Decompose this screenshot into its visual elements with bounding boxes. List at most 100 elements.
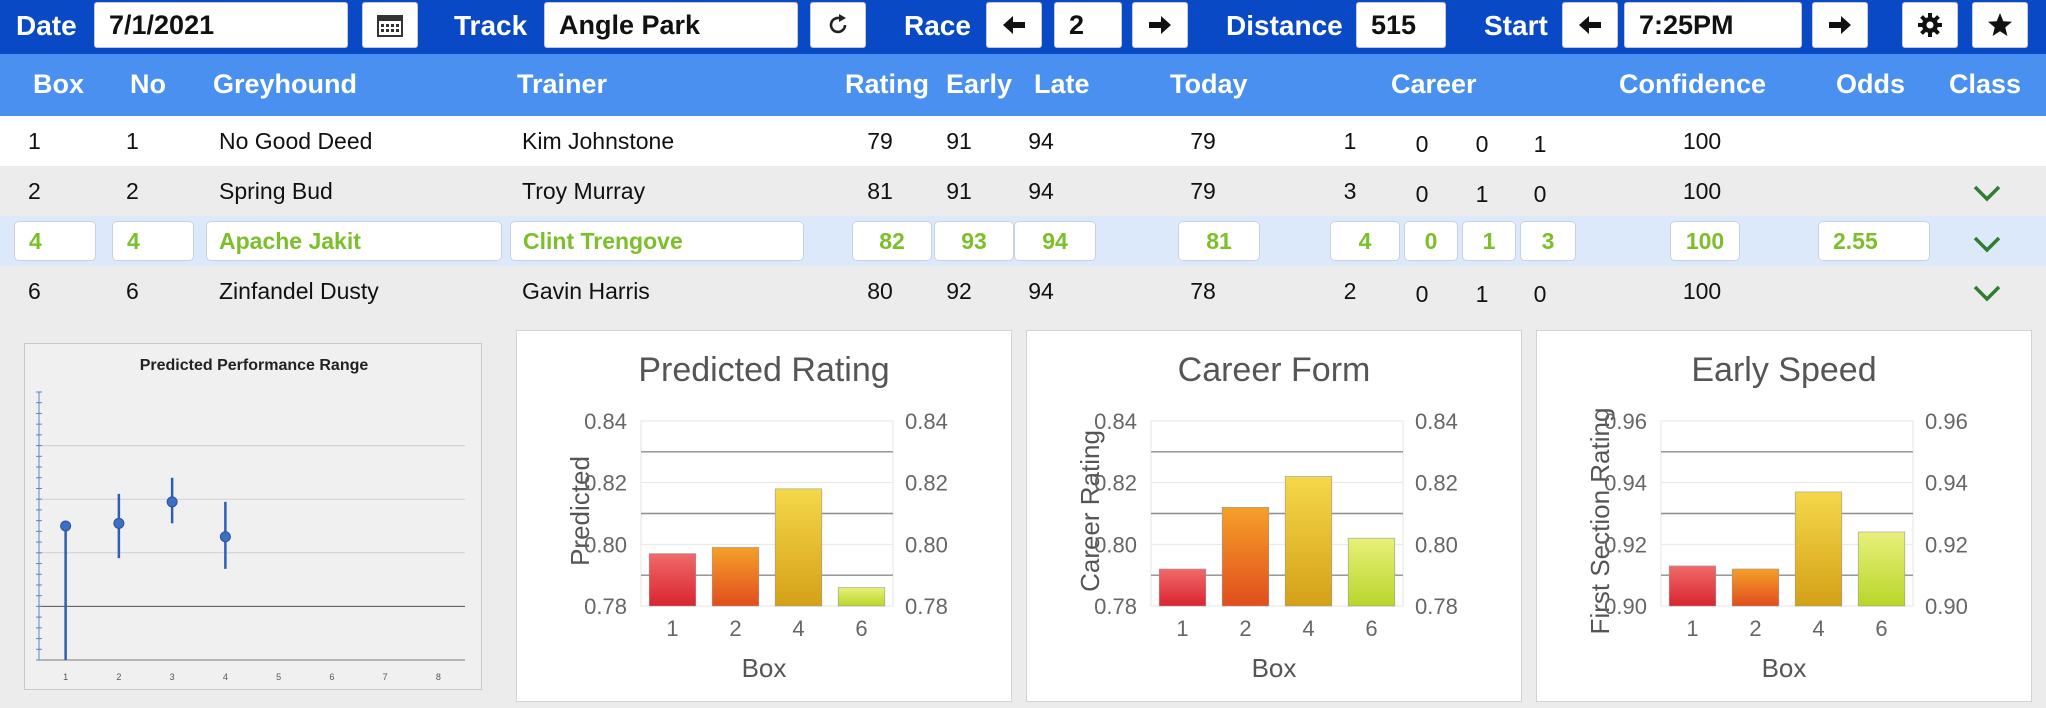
table-row[interactable]: 2 2 Spring Bud Troy Murray 81 91 94 79 3… xyxy=(0,166,2046,216)
bar-box-2[interactable] xyxy=(711,547,760,607)
start-time-input[interactable]: 7:25PM xyxy=(1624,2,1802,48)
header-early[interactable]: Early xyxy=(946,69,1013,99)
class-check-icon[interactable] xyxy=(1972,283,2002,303)
favorite-button[interactable] xyxy=(1972,2,2028,48)
cell-rating[interactable]: 82 xyxy=(852,221,932,261)
data-point[interactable] xyxy=(113,517,125,529)
bar-box-6[interactable] xyxy=(1857,531,1906,607)
x-tick-label: 1 xyxy=(666,616,678,641)
x-tick-label: 6 xyxy=(1365,616,1377,641)
date-input[interactable]: 7/1/2021 xyxy=(94,2,348,48)
y-tick-label: 0.92 xyxy=(1604,532,1647,557)
cell-career-seconds[interactable]: 1 xyxy=(1462,221,1516,261)
cell-rating: 81 xyxy=(867,178,893,204)
cell-career-thirds: 0 xyxy=(1533,281,1547,307)
cell-odds[interactable]: 2.55 xyxy=(1818,221,1930,261)
y2-tick-label: 0.82 xyxy=(905,471,948,496)
cell-career-starts[interactable]: 4 xyxy=(1330,221,1400,261)
bar-box-4[interactable] xyxy=(1284,476,1333,607)
table-row[interactable]: 6 6 Zinfandel Dusty Gavin Harris 80 92 9… xyxy=(0,266,2046,316)
x-tick-label: 3 xyxy=(170,672,175,682)
bar-box-2[interactable] xyxy=(1221,507,1270,607)
race-input[interactable]: 2 xyxy=(1054,2,1122,48)
arrow-right-icon xyxy=(1829,16,1851,34)
cell-early: 91 xyxy=(946,178,972,204)
cell-greyhound[interactable]: Apache Jakit xyxy=(206,221,502,261)
y-axis-label: First Section Rating xyxy=(1585,408,1615,635)
distance-input[interactable]: 515 xyxy=(1356,2,1446,48)
bar-box-2[interactable] xyxy=(1731,568,1780,607)
y2-tick-label: 0.92 xyxy=(1925,532,1968,557)
cell-greyhound: Zinfandel Dusty xyxy=(219,278,379,304)
x-tick-label: 4 xyxy=(792,616,804,641)
cell-career-thirds: 0 xyxy=(1533,181,1547,207)
x-tick-label: 6 xyxy=(1875,616,1887,641)
start-prev-button[interactable] xyxy=(1562,2,1618,48)
bar-box-6[interactable] xyxy=(1347,537,1396,607)
x-tick-label: 2 xyxy=(116,672,121,682)
track-input[interactable]: Angle Park xyxy=(544,2,798,48)
cell-odds xyxy=(1818,116,1928,166)
cell-trainer: Gavin Harris xyxy=(522,278,650,304)
cell-confidence: 100 xyxy=(1682,278,1722,304)
bar-box-4[interactable] xyxy=(774,488,823,607)
calendar-button[interactable] xyxy=(362,2,418,48)
header-no[interactable]: No xyxy=(130,69,166,99)
race-next-button[interactable] xyxy=(1132,2,1188,48)
cell-rating: 80 xyxy=(867,278,893,304)
cell-box[interactable]: 4 xyxy=(14,221,96,261)
date-label: Date xyxy=(16,10,77,41)
cell-no: 6 xyxy=(126,278,139,304)
cell-no[interactable]: 4 xyxy=(112,221,194,261)
header-class[interactable]: Class xyxy=(1949,69,2022,99)
x-tick-label: 2 xyxy=(1239,616,1251,641)
cell-rating: 79 xyxy=(867,128,893,154)
cell-career-wins: 0 xyxy=(1415,131,1429,157)
race-prev-button[interactable] xyxy=(986,2,1042,48)
y-tick-label: 0.80 xyxy=(584,532,627,557)
y-axis-label: Career Rating xyxy=(1075,430,1105,592)
header-box[interactable]: Box xyxy=(33,69,85,99)
header-career[interactable]: Career xyxy=(1391,69,1477,99)
data-point[interactable] xyxy=(60,520,72,532)
class-check-icon[interactable] xyxy=(1972,183,2002,203)
cell-confidence[interactable]: 100 xyxy=(1670,221,1740,261)
header-greyhound[interactable]: Greyhound xyxy=(213,69,358,99)
bar-box-1[interactable] xyxy=(1158,568,1207,607)
bar-box-4[interactable] xyxy=(1794,491,1843,607)
x-tick-label: 1 xyxy=(1176,616,1188,641)
cell-today[interactable]: 81 xyxy=(1178,221,1260,261)
bar-box-1[interactable] xyxy=(648,553,697,607)
class-check-icon[interactable] xyxy=(1972,234,2002,254)
header-rating[interactable]: Rating xyxy=(845,69,929,99)
bar-box-1[interactable] xyxy=(1668,565,1717,607)
header-today[interactable]: Today xyxy=(1170,69,1248,99)
cell-career-seconds: 1 xyxy=(1475,281,1489,307)
cell-career-wins[interactable]: 0 xyxy=(1404,221,1458,261)
header-confidence[interactable]: Confidence xyxy=(1619,69,1767,99)
cell-trainer[interactable]: Clint Trengove xyxy=(510,221,804,261)
y2-tick-label: 0.90 xyxy=(1925,594,1968,619)
data-point[interactable] xyxy=(166,496,178,508)
start-next-button[interactable] xyxy=(1812,2,1868,48)
header-late[interactable]: Late xyxy=(1034,69,1090,99)
cell-career-thirds[interactable]: 3 xyxy=(1520,221,1576,261)
cell-today: 79 xyxy=(1190,128,1216,154)
cell-early[interactable]: 93 xyxy=(934,221,1014,261)
performance-range-chart-panel: Predicted Performance Range 1 2 3 4 5 6 7 8 xyxy=(24,343,482,690)
header-odds[interactable]: Odds xyxy=(1836,69,1906,99)
table-row-selected[interactable]: 4 4 Apache Jakit Clint Trengove 82 93 94… xyxy=(0,216,2046,266)
y2-tick-label: 0.78 xyxy=(1415,594,1458,619)
cell-late[interactable]: 94 xyxy=(1014,221,1096,261)
data-point[interactable] xyxy=(219,531,231,543)
y-tick-label: 0.78 xyxy=(584,594,627,619)
y-tick-label: 0.78 xyxy=(1094,594,1137,619)
x-tick-label: 1 xyxy=(1686,616,1698,641)
settings-button[interactable] xyxy=(1902,2,1958,48)
refresh-button[interactable] xyxy=(810,2,866,48)
y2-tick-label: 0.80 xyxy=(905,532,948,557)
header-trainer[interactable]: Trainer xyxy=(517,69,608,99)
table-row[interactable]: 1 1 No Good Deed Kim Johnstone 79 91 94 … xyxy=(0,116,2046,166)
cell-odds xyxy=(1818,266,1928,316)
bar-box-6[interactable] xyxy=(837,587,886,607)
